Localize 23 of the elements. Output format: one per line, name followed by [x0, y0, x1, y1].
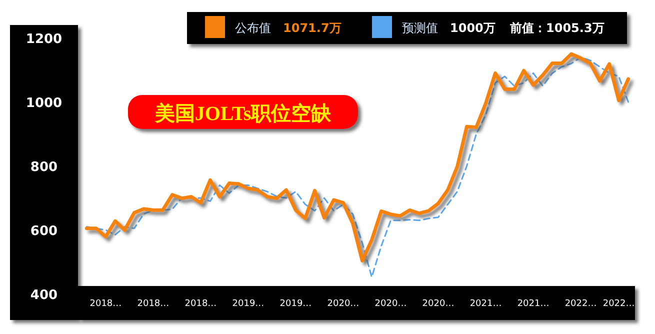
legend-label: 公布值 [235, 21, 271, 35]
text: 1071.7万 [283, 21, 342, 35]
y-tick-label: 1000 [26, 96, 62, 111]
y-tick-label: 400 [30, 288, 58, 303]
text: 前值：1005.3万 [509, 21, 604, 35]
legend-label: 预测值 [402, 21, 438, 35]
x-tick-label: 2018… [184, 299, 217, 309]
x-tick-label: 2019… [280, 299, 312, 309]
x-tick-label: 2019… [232, 299, 264, 309]
y-tick-label: 600 [30, 224, 58, 239]
text: 美国JOLTs职位空缺 [154, 102, 332, 125]
x-tick-label: 2021… [517, 299, 550, 309]
x-tick-label: 2022… [602, 299, 635, 309]
x-tick-label: 2022… [564, 299, 597, 309]
x-tick-label: 2020… [374, 299, 407, 309]
x-tick-label: 2021… [470, 299, 502, 309]
x-tick-label: 2018… [90, 299, 122, 309]
y-tick-label: 800 [30, 160, 58, 175]
x-tick-label: 2020… [422, 299, 454, 309]
x-tick-label: 2020… [327, 299, 360, 309]
x-tick-label: 2018… [137, 299, 170, 309]
text: 1000万 [450, 21, 496, 35]
y-tick-label: 1200 [26, 32, 62, 47]
